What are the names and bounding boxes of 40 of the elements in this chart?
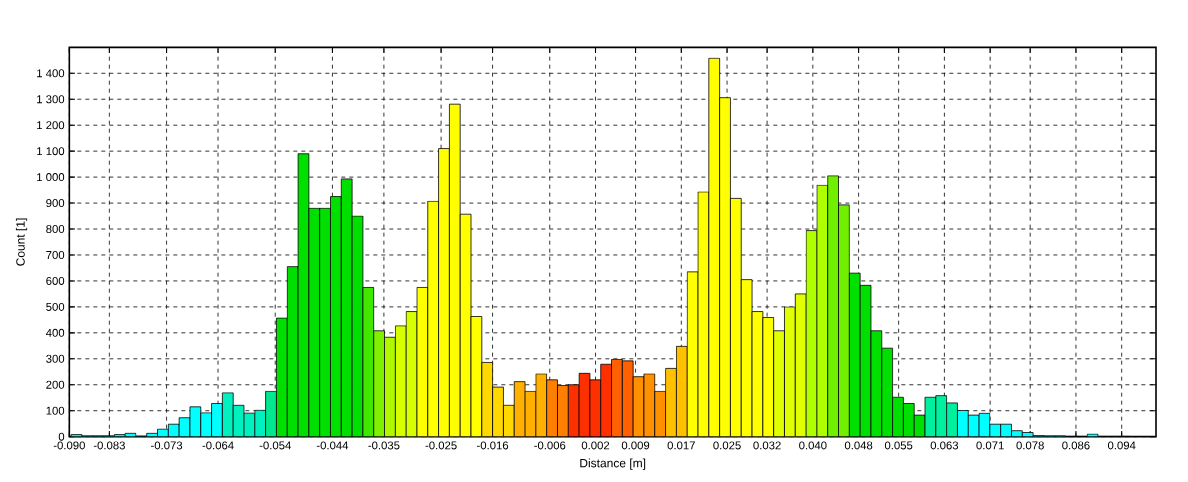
x-tick-label: 0.078 xyxy=(1016,441,1044,450)
y-tick-label: 1 400 xyxy=(37,69,65,78)
y-tick-label: 1 100 xyxy=(37,147,65,156)
y-tick-label: 800 xyxy=(46,225,65,234)
x-tick-label: 0.048 xyxy=(844,441,873,450)
x-tick-label: 0.063 xyxy=(930,441,959,450)
x-tick-label: 0.055 xyxy=(884,441,913,450)
x-tick-label: 0.094 xyxy=(1107,441,1136,450)
y-tick-label: 100 xyxy=(46,406,65,415)
x-tick-label: 0.086 xyxy=(1062,441,1090,450)
y-tick-label: 200 xyxy=(46,380,65,389)
y-axis-title: Count [1] xyxy=(15,218,28,266)
y-tick-label: 1 300 xyxy=(37,95,65,104)
x-tick-label: 0.017 xyxy=(667,441,695,450)
y-tick-label: 400 xyxy=(45,328,65,337)
x-axis-title: Distance [m] xyxy=(580,458,646,470)
x-tick-label: -0.073 xyxy=(151,441,183,450)
x-tick-label: -0.083 xyxy=(93,441,125,450)
y-tick-label: 300 xyxy=(46,354,65,363)
x-tick-label: -0.035 xyxy=(368,441,400,450)
x-tick-label: 0.002 xyxy=(581,441,610,450)
x-tick-label: 0.025 xyxy=(713,441,741,450)
y-tick-label: 0 xyxy=(58,432,65,441)
y-tick-label: 600 xyxy=(46,276,65,285)
x-tick-label: -0.025 xyxy=(425,441,457,450)
y-tick-label: 1 200 xyxy=(37,121,65,130)
x-tick-label: 0.040 xyxy=(799,441,827,450)
x-tick-label: -0.054 xyxy=(259,441,291,450)
y-tick-label: 500 xyxy=(46,302,65,311)
x-tick-label: -0.006 xyxy=(534,441,566,450)
y-tick-label: 1 000 xyxy=(37,173,65,182)
y-tick-label: 700 xyxy=(46,250,65,259)
x-tick-label: 0.032 xyxy=(753,441,781,450)
x-tick-label: 0.071 xyxy=(976,441,1004,450)
x-tick-label: -0.064 xyxy=(202,441,234,450)
x-tick-label: -0.090 xyxy=(53,441,85,450)
x-tick-label: -0.044 xyxy=(316,441,349,450)
y-tick-label: 900 xyxy=(46,199,65,208)
x-tick-label: 0.009 xyxy=(621,441,650,450)
x-tick-label: -0.016 xyxy=(477,441,509,450)
